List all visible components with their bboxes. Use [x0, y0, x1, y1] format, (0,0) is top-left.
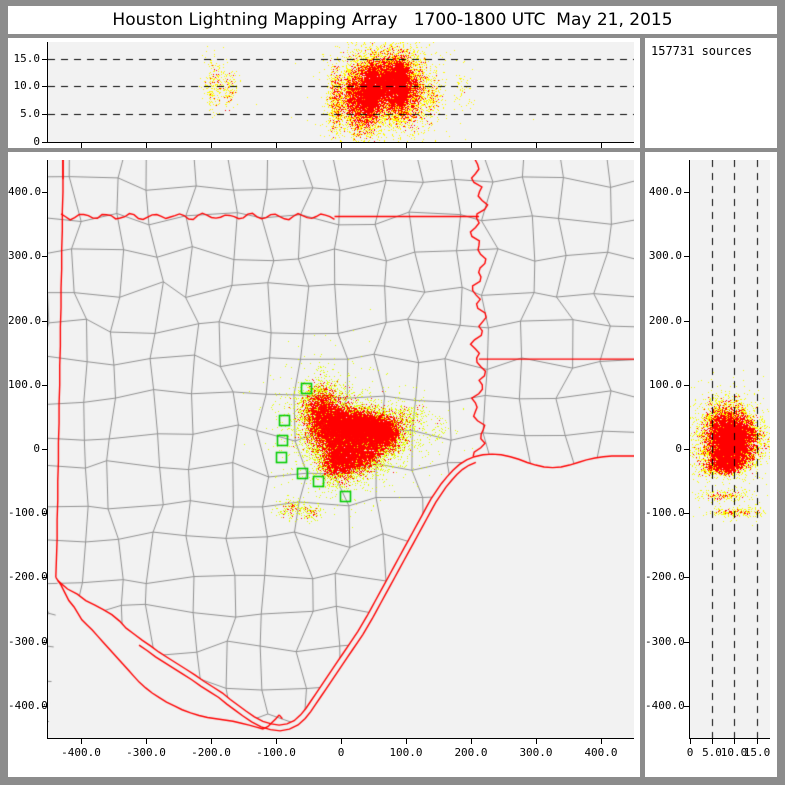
- x-tick-label: 100.0: [389, 746, 423, 759]
- x-tick-label: 300.0: [519, 746, 553, 759]
- x-tick: [757, 738, 758, 744]
- y-tick-label: -200.0: [645, 570, 685, 583]
- title-bar: Houston Lightning Mapping Array 1700-180…: [8, 6, 777, 34]
- y-tick-label: 300.0: [8, 249, 42, 262]
- y-tick-label: 10.0: [13, 79, 41, 92]
- y-tick-label: -400.0: [645, 699, 685, 712]
- y-tick: [42, 142, 48, 143]
- x-tick-label: -200.0: [191, 746, 231, 759]
- y-tick-label: -300.0: [645, 635, 685, 648]
- y-tick-label: 100.0: [8, 378, 42, 391]
- x-tick: [601, 738, 602, 744]
- y-tick-label: 5.0: [20, 107, 40, 120]
- right-plot-area[interactable]: [690, 160, 770, 738]
- top-plot-area[interactable]: [48, 42, 634, 142]
- y-tick-label: 0: [675, 442, 682, 455]
- x-tick-label: -400.0: [61, 746, 101, 759]
- x-tick-label: 0: [337, 746, 345, 759]
- y-tick-label: -400.0: [8, 699, 48, 712]
- x-tick-label: 0: [686, 746, 694, 759]
- x-axis-line: [47, 738, 634, 739]
- y-tick-label: -100.0: [645, 506, 685, 519]
- x-tick: [601, 142, 602, 148]
- page-title: Houston Lightning Mapping Array 1700-180…: [112, 10, 673, 30]
- x-tick: [690, 738, 691, 744]
- x-tick: [536, 738, 537, 744]
- sources-count-label: 157731 sources: [651, 44, 753, 58]
- x-tick: [276, 142, 277, 148]
- x-tick: [146, 738, 147, 744]
- y-tick-label: 400.0: [8, 185, 42, 198]
- x-tick: [406, 738, 407, 744]
- x-tick: [146, 142, 147, 148]
- x-axis-line: [47, 142, 634, 143]
- y-tick-label: 100.0: [648, 378, 682, 391]
- x-tick-label: 10.0: [720, 746, 748, 759]
- x-tick: [712, 738, 713, 744]
- y-tick-label: 0: [33, 135, 40, 148]
- right-panel-altitude-vs-north-south: -400.0 -300.0 -200.0 -100.0 0 100.0 200.0 300.0…: [645, 152, 777, 777]
- map-plot-area[interactable]: [48, 160, 634, 738]
- x-tick-label: -300.0: [126, 746, 166, 759]
- x-tick: [211, 738, 212, 744]
- x-tick: [341, 738, 342, 744]
- x-tick: [471, 142, 472, 148]
- x-tick: [734, 738, 735, 744]
- x-tick: [341, 142, 342, 148]
- x-tick-label: 5.0: [702, 746, 722, 759]
- y-tick-label: 15.0: [13, 52, 41, 65]
- x-tick-label: 15.0: [743, 746, 771, 759]
- x-tick-label: 200.0: [454, 746, 488, 759]
- x-axis-line: [689, 738, 770, 739]
- y-tick-label: -200.0: [8, 570, 48, 583]
- y-tick-label: 200.0: [8, 314, 42, 327]
- x-tick-label: 400.0: [584, 746, 618, 759]
- y-tick-label: 0: [33, 442, 40, 455]
- x-tick: [406, 142, 407, 148]
- y-tick-label: 200.0: [648, 314, 682, 327]
- y-tick-label: 400.0: [648, 185, 682, 198]
- y-tick-label: -100.0: [8, 506, 48, 519]
- x-tick: [81, 738, 82, 744]
- x-tick: [81, 142, 82, 148]
- top-panel-altitude-vs-east-west: 05.010.015.0-400.0-300.0-200.0-100.00100…: [8, 38, 640, 163]
- x-tick-label: -100.0: [256, 746, 296, 759]
- y-tick-label: -300.0: [8, 635, 48, 648]
- x-tick: [276, 738, 277, 744]
- sources-count-panel: 157731 sources: [645, 38, 777, 148]
- map-panel-plan-view: -400.0 -300.0 -200.0 -100.0 0 100.0 200.0 300.0…: [8, 152, 640, 777]
- x-tick: [211, 142, 212, 148]
- x-tick: [471, 738, 472, 744]
- x-tick: [536, 142, 537, 148]
- y-tick-label: 300.0: [648, 249, 682, 262]
